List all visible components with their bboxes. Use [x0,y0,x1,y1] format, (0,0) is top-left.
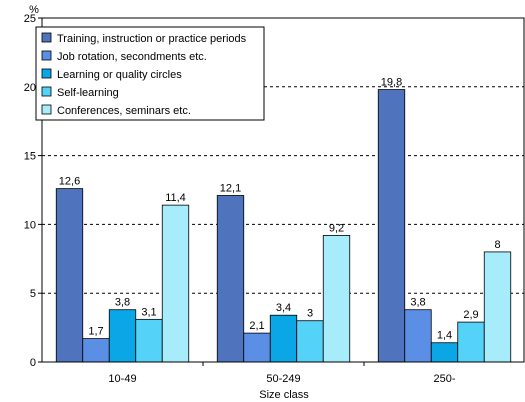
bar [135,318,163,363]
legend-label: Training, instruction or practice period… [57,33,247,45]
bar [457,321,485,363]
legend-swatch [41,86,52,97]
legend: Training, instruction or practice period… [35,26,265,121]
y-tick-label: 10 [24,219,36,231]
legend-swatch [41,50,52,61]
bar [296,320,324,363]
y-axis-unit-label: % [29,4,39,16]
data-labels: 12,6 1,7 3,8 3,1 11,4 12,1 2,1 3,4 3 9,2 19,8 3,8 1,… [59,77,501,342]
legend-swatch [41,68,52,79]
data-label: 2,9 [463,309,478,321]
bar [322,235,351,363]
bar [404,309,432,363]
data-label: 3,8 [410,297,425,309]
y-tick-label: 0 [30,357,36,369]
bar [55,188,84,363]
data-label: 11,4 [165,192,186,204]
data-label: 12,6 [59,176,80,188]
legend-label: Conferences, seminars etc. [57,105,191,117]
x-axis-title: Size class [259,389,309,401]
bar [161,204,190,363]
legend-swatch [41,104,52,115]
bar [108,309,137,363]
data-label: 12,1 [220,183,241,195]
y-tick-label: 25 [24,13,36,25]
bars [55,89,512,363]
y-tick-label: 5 [30,288,36,300]
legend-box [35,26,265,121]
x-tick-label: 50-249 [266,373,300,385]
bar [269,314,298,363]
data-label: 3,8 [115,297,130,309]
legend-label: Learning or quality circles [57,69,182,81]
bar [377,89,406,363]
data-label: 19,8 [381,77,402,89]
bar [243,332,271,363]
data-label: 3 [307,308,313,320]
bar [483,251,512,363]
bar [430,342,459,363]
x-tick-label: 10-49 [108,373,136,385]
legend-swatch [41,32,52,43]
data-label: 3,1 [141,306,156,318]
plot-frame [41,17,525,363]
data-label: 1,7 [88,326,103,338]
legend-label: Self-learning [57,87,119,99]
y-tick-label: 20 [24,82,36,94]
data-label: 9,2 [329,222,344,234]
axes: 0 5 10 15 20 25 10-49 50-249 250- [24,13,525,385]
bar [216,195,245,363]
data-label: 1,4 [437,330,452,342]
y-tick-label: 15 [24,151,36,163]
bar [82,338,110,363]
legend-label: Job rotation, secondments etc. [57,51,207,63]
data-label: 3,4 [276,302,291,314]
x-tick-label: 250- [433,373,455,385]
data-label: 2,1 [249,320,264,332]
data-label: 8 [494,239,500,251]
